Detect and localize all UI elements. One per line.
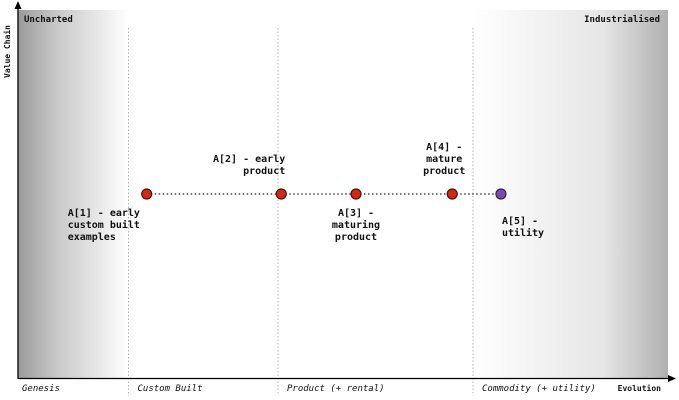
component-label-line: examples — [68, 232, 116, 243]
component-label-line: A[3] - — [338, 208, 374, 219]
component-A1[interactable] — [141, 188, 153, 200]
component-label-A3: A[3] -maturing product — [332, 208, 380, 243]
corner-label-uncharted: Uncharted — [24, 15, 73, 25]
map-background — [18, 10, 668, 378]
component-label-line: utility — [502, 227, 544, 239]
stage-label-1: Genesis — [22, 384, 60, 394]
stage-label-2: Custom Built — [138, 384, 203, 394]
component-label-A5: A[5] -utility — [502, 216, 544, 239]
stage-label-4: Commodity (+ utility) — [482, 384, 596, 394]
x-axis-arrow — [668, 375, 676, 382]
y-axis-arrow — [14, 1, 22, 9]
component-label-line: A[2] - early — [213, 154, 285, 165]
component-label-A1: A[1] - early custom built examples — [68, 208, 140, 243]
corner-label-industrialised: Industrialised — [584, 14, 660, 25]
component-label-line: product — [423, 166, 465, 177]
component-A4[interactable] — [446, 188, 458, 200]
component-label-A2: A[2] - early product — [213, 154, 285, 177]
component-label-line: A[5] - — [502, 216, 538, 227]
component-label-line: A[1] - early — [68, 208, 140, 219]
component-label-line: custom built — [68, 219, 140, 231]
component-label-line: mature — [426, 154, 462, 165]
component-label-line: A[4] - — [426, 142, 462, 153]
component-A2[interactable] — [275, 188, 287, 200]
component-A3[interactable] — [350, 188, 362, 200]
components: A[1] - early custom built examples A[2] - e… — [68, 142, 544, 243]
component-A5[interactable] — [495, 188, 507, 200]
component-label-line: product — [243, 166, 285, 177]
component-label-A4: A[4] -mature product — [423, 142, 465, 177]
x-axis-label: Evolution — [618, 383, 662, 393]
stage-label-3: Product (+ rental) — [287, 384, 385, 394]
y-axis-label: Value Chain — [2, 25, 12, 78]
evolution-stage-labels: Genesis Custom Built Product (+ rental) Com… — [22, 384, 596, 394]
component-label-line: product — [335, 232, 377, 243]
component-label-line: maturing — [332, 219, 380, 231]
